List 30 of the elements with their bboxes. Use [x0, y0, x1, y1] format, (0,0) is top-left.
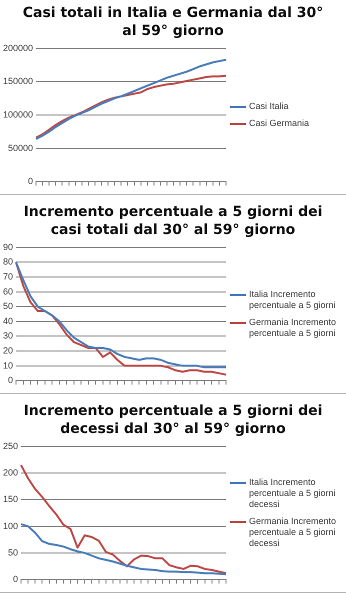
y-tick-label: 100	[2, 520, 18, 531]
legend-label: Germania Incremento percentuale a 5 giorni decessi	[249, 516, 338, 549]
y-tick-label: 90	[2, 242, 14, 252]
y-tick-label: 50000	[8, 142, 34, 153]
y-tick-label: 40	[2, 316, 14, 326]
y-tick-label: 0	[28, 176, 34, 186]
y-tick-label: 150	[2, 494, 18, 504]
y-tick-label: 20	[2, 345, 14, 356]
y-tick-label: 70	[2, 271, 14, 282]
y-tick-label: 30	[2, 330, 14, 341]
chart-title: Incremento percentuale a 5 giorni dei decessi dal 30° al 59° giorno	[22, 402, 324, 438]
y-tick-label: 80	[2, 256, 14, 267]
y-tick-label: 50	[2, 301, 14, 312]
y-tick-label: 200000	[2, 42, 34, 53]
legend-label: Casi Germania	[249, 118, 310, 129]
y-tick-label: 0	[13, 574, 18, 584]
y-tick-label: 150000	[2, 76, 34, 86]
chart-title: Casi totali in Italia e Germania dal 30° al 59° giorno	[22, 4, 324, 40]
chart-title: Incremento percentuale a 5 giorni dei casi totali dal 30° al 59° giorno	[22, 203, 324, 239]
y-tick-label: 200	[2, 468, 18, 478]
y-tick-label: 100000	[2, 109, 34, 120]
legend-label: Italia Incremento percentuale a 5 giorni	[249, 289, 337, 311]
legend-label: Casi Italia	[249, 101, 289, 112]
y-tick-label: 250	[2, 440, 18, 451]
y-tick-label: 0	[8, 375, 14, 386]
y-tick-label: 50	[8, 547, 18, 558]
legend-label: Italia Incremento percentuale a 5 giorni decessi	[249, 477, 337, 510]
y-tick-label: 10	[2, 360, 14, 370]
y-tick-label: 60	[2, 286, 14, 296]
legend-label: Germania Incremento percentuale a 5 giorni	[249, 317, 338, 339]
